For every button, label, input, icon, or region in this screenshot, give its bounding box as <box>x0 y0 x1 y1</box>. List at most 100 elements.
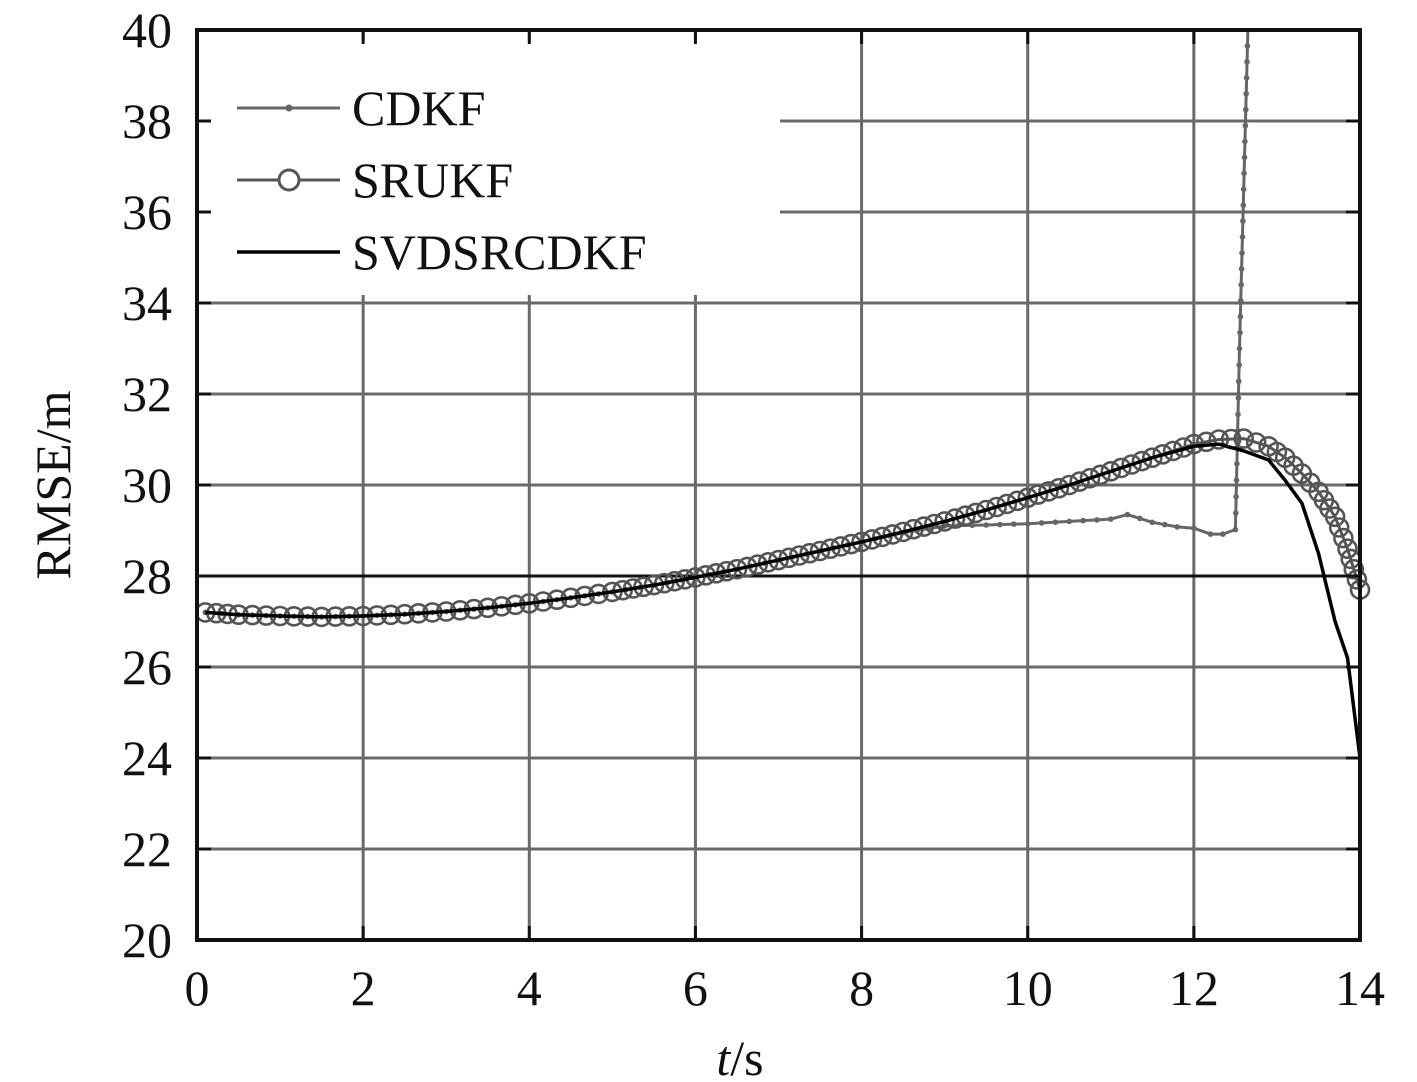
series-marker <box>1243 106 1249 113</box>
series-marker <box>1241 170 1247 177</box>
y-tick-label: 26 <box>122 639 172 695</box>
series-marker <box>809 540 831 562</box>
x-tick-label: 10 <box>1003 960 1053 1016</box>
series-marker <box>1162 521 1168 528</box>
series-lines <box>195 29 1371 759</box>
legend: CDKF SRUKF SVDSRCDKF <box>205 40 780 295</box>
series-marker <box>820 538 841 560</box>
plot-frame <box>195 28 1362 942</box>
series-line-svdsrcdkf <box>205 442 1362 759</box>
series-marker <box>1244 43 1251 49</box>
series-marker <box>1235 395 1242 401</box>
series-marker <box>1027 484 1049 505</box>
series-marker <box>768 549 789 571</box>
series-marker <box>1038 481 1059 502</box>
series-marker <box>799 542 821 564</box>
series-marker <box>1233 477 1240 484</box>
series-marker <box>1243 75 1250 81</box>
series-marker <box>986 496 1007 518</box>
x-axis-title-rest: /s <box>730 1030 763 1082</box>
y-axis-title: RMSE/m <box>25 390 81 579</box>
series-marker <box>861 529 883 550</box>
series-marker <box>1241 154 1248 161</box>
series-marker <box>1079 467 1101 489</box>
series-marker <box>1328 517 1350 538</box>
series-marker <box>1121 454 1142 475</box>
series-marker <box>788 545 810 566</box>
series-marker <box>1234 460 1240 467</box>
series-marker <box>1242 138 1248 145</box>
legend-marker <box>277 168 301 192</box>
series-marker <box>1152 443 1173 465</box>
series-marker <box>1094 517 1100 523</box>
series-marker <box>1006 490 1028 512</box>
x-axis-title: t/s <box>716 1030 763 1082</box>
series-marker <box>1237 329 1243 336</box>
series-marker <box>1233 428 1254 449</box>
y-tick-label: 28 <box>122 548 172 604</box>
series-marker <box>1236 345 1243 352</box>
y-tick-label: 24 <box>122 730 172 786</box>
legend-label: SRUKF <box>352 152 513 208</box>
series-marker <box>975 499 997 521</box>
series-marker <box>1245 432 1267 453</box>
series-marker <box>1232 526 1239 533</box>
series-marker <box>1038 520 1045 526</box>
series-marker <box>1239 250 1245 256</box>
series-marker <box>1108 516 1114 522</box>
series-svdsrcdkf <box>205 442 1362 759</box>
series-marker <box>1208 429 1230 450</box>
series-marker <box>830 536 852 557</box>
series-marker <box>1080 517 1086 524</box>
y-tick-label: 34 <box>122 275 172 331</box>
series-marker <box>882 524 904 545</box>
series-marker <box>1236 378 1242 385</box>
series-marker <box>1237 313 1244 320</box>
series-marker <box>871 526 893 548</box>
series-marker <box>1191 525 1197 531</box>
y-tick-label: 32 <box>122 366 172 422</box>
series-marker <box>1017 487 1038 509</box>
series-marker <box>1110 457 1132 479</box>
series-marker <box>903 518 924 540</box>
legend-item-srukf: SRUKF <box>237 152 513 208</box>
x-tick-label: 14 <box>1335 960 1385 1016</box>
series-marker <box>1242 122 1249 129</box>
series-marker <box>1052 519 1059 525</box>
series-marker <box>1220 531 1226 537</box>
x-tick-label: 12 <box>1169 960 1219 1016</box>
series-marker <box>955 505 976 527</box>
series-marker <box>1024 520 1031 527</box>
series-marker <box>892 521 914 543</box>
legend-label: CDKF <box>352 80 485 136</box>
series-marker <box>757 551 779 573</box>
series-marker <box>1069 471 1090 492</box>
series-marker <box>1233 493 1239 500</box>
x-tick-label: 8 <box>849 960 874 1016</box>
series-marker <box>1235 411 1241 418</box>
series-marker <box>1233 510 1239 516</box>
x-axis-title-italic: t <box>716 1030 731 1082</box>
series-marker <box>1011 521 1017 527</box>
series-marker <box>778 547 800 569</box>
series-marker <box>1059 474 1080 496</box>
series-marker <box>851 531 872 553</box>
series-marker <box>1240 202 1247 208</box>
series-marker <box>934 511 955 532</box>
y-tick-label: 22 <box>122 821 172 877</box>
y-tick-label: 20 <box>122 912 172 968</box>
series-marker <box>1131 450 1153 472</box>
series-marker <box>1343 558 1365 580</box>
series-marker <box>996 493 1018 515</box>
legend-label: SVDSRCDKF <box>352 224 647 280</box>
series-marker <box>840 533 862 555</box>
series-marker <box>1239 234 1246 240</box>
series-marker <box>1090 464 1111 486</box>
legend-item-svdsrcdkf: SVDSRCDKF <box>237 224 647 280</box>
y-tick-label: 36 <box>122 184 172 240</box>
series-marker <box>1240 186 1247 193</box>
series-marker <box>736 556 758 578</box>
series-marker <box>944 508 966 529</box>
